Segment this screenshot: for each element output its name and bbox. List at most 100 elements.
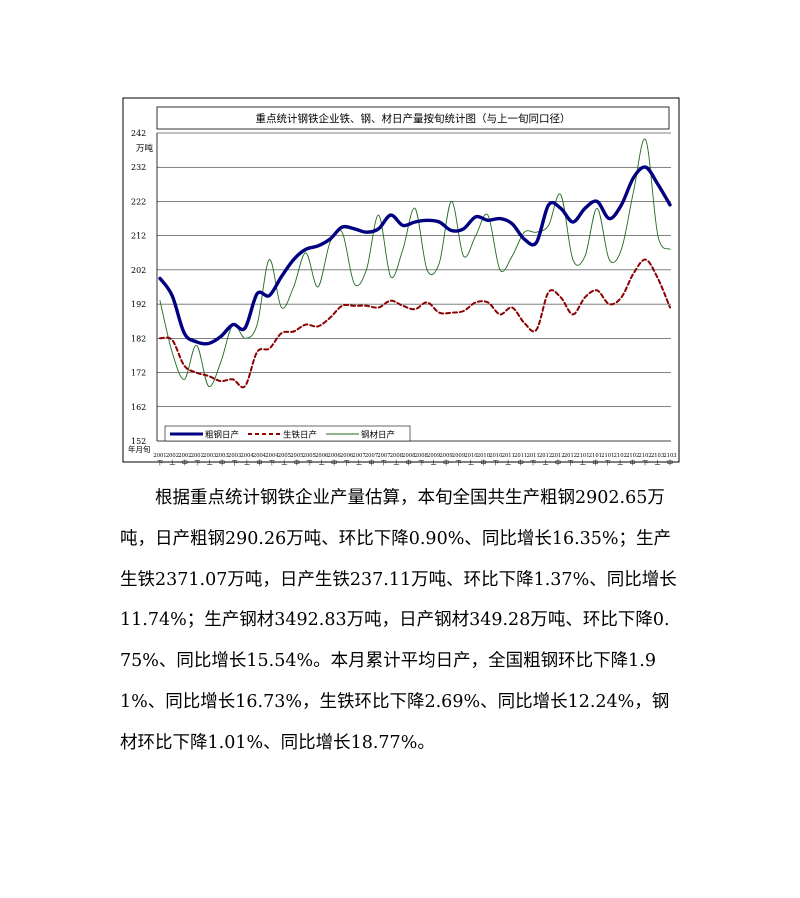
x-tick-label-year: 2009	[439, 453, 452, 459]
x-tick-label-year: 2101	[601, 453, 614, 459]
x-tick-label-year: 2012	[564, 453, 577, 459]
x-tick-label-year: 2008	[402, 453, 415, 459]
y-tick-label: 172	[131, 369, 146, 378]
y-axis-unit: 万吨	[136, 143, 154, 154]
x-tick-label-year: 2002	[191, 453, 204, 459]
x-tick-label-year: 2102	[626, 453, 639, 459]
y-tick-label: 242	[131, 129, 146, 138]
x-tick-label-period: 上	[244, 459, 250, 467]
x-tick-label-period: 下	[493, 460, 499, 467]
x-tick-label-period: 中	[331, 459, 337, 467]
x-tick-label-period: 下	[232, 460, 238, 467]
legend: 粗钢日产 生铁日产 钢材日产	[164, 425, 411, 442]
x-tick-label-period: 下	[642, 460, 648, 467]
x-tick-label-year: 2005	[303, 453, 316, 459]
x-tick-label-year: 2003	[203, 453, 216, 459]
x-axis-label: 年月旬	[128, 444, 151, 454]
x-tick-label-year: 2103	[663, 453, 676, 459]
x-tick-label-period: 上	[431, 459, 437, 467]
chart-container: 重点统计钢铁企业铁、钢、材日产量按旬统计图（与上一旬同口径） 万吨 年月旬 15…	[122, 97, 680, 467]
x-tick-label-period: 上	[169, 459, 175, 467]
x-tick-label-period: 中	[518, 459, 524, 467]
x-tick-label-period: 中	[406, 459, 412, 467]
x-tick-label-period: 中	[219, 459, 225, 467]
x-tick-label-year: 2007	[377, 453, 390, 459]
x-tick-label-year: 2004	[265, 453, 279, 459]
x-tick-label-year: 2006	[340, 453, 353, 459]
legend-box	[164, 425, 411, 442]
report-paragraph: 根据重点统计钢铁企业产量估算，本旬全国共生产粗钢2902.65万吨，日产粗钢29…	[120, 488, 677, 753]
chart-title: 重点统计钢铁企业铁、钢、材日产量按旬统计图（与上一旬同口径）	[256, 112, 571, 125]
x-tick-label-year: 2008	[390, 453, 403, 459]
x-tick-label-year: 2010	[489, 453, 502, 459]
x-tick-label-period: 下	[530, 460, 536, 467]
x-tick-label-year: 2005	[290, 453, 303, 459]
x-tick-label-year: 2011	[527, 453, 540, 459]
x-tick-label-year: 2011	[514, 453, 527, 459]
x-tick-label-period: 上	[505, 459, 511, 467]
x-tick-label-year: 2007	[365, 453, 378, 459]
x-tick-label-year: 2103	[651, 453, 664, 459]
x-tick-label-period: 中	[480, 459, 486, 467]
x-tick-label-year: 2012	[551, 453, 564, 459]
x-tick-label-year: 2009	[427, 453, 440, 459]
y-tick-label: 152	[131, 437, 146, 446]
x-tick-label-year: 2006	[328, 453, 341, 459]
y-tick-label: 192	[131, 300, 146, 309]
x-tick-label-period: 中	[294, 459, 300, 467]
x-tick-label-period: 中	[630, 459, 636, 467]
x-tick-label-period: 下	[456, 460, 462, 467]
x-tick-label-period: 下	[418, 460, 424, 467]
x-tick-label-period: 下	[269, 460, 275, 467]
title-box	[156, 106, 670, 130]
x-tick-label-year: 2003	[228, 453, 241, 459]
x-tick-label-period: 中	[667, 459, 673, 467]
x-tick-label-year: 2102	[614, 453, 627, 459]
x-tick-label-year: 2006	[315, 453, 328, 459]
line-chart: 重点统计钢铁企业铁、钢、材日产量按旬统计图（与上一旬同口径） 万吨 年月旬 15…	[122, 97, 680, 467]
series-lines	[158, 138, 672, 389]
y-tick-label: 162	[131, 403, 146, 412]
x-tick-label-period: 下	[157, 460, 163, 467]
legend-label-steel-products: 钢材日产	[361, 430, 395, 441]
series-line-pig-iron	[159, 258, 671, 389]
x-tick-label-period: 中	[555, 459, 561, 467]
x-tick-label-year: 2010	[477, 453, 490, 459]
x-tick-label-year: 2102	[639, 453, 652, 459]
y-tick-label: 222	[131, 197, 146, 206]
x-tick-label-period: 上	[281, 459, 287, 467]
x-tick-label-period: 下	[567, 460, 573, 467]
y-tick-label: 212	[131, 232, 146, 241]
x-tick-label-year: 2007	[352, 453, 365, 459]
x-tick-label-period: 上	[580, 459, 586, 467]
series-line-crude-steel	[158, 165, 672, 346]
legend-label-crude-steel: 粗钢日产	[205, 430, 239, 441]
x-tick-label-period: 中	[368, 459, 374, 467]
x-tick-label-year: 2009	[452, 453, 465, 459]
x-tick-label-year: 2001	[153, 453, 166, 459]
x-tick-label-period: 下	[194, 460, 200, 467]
x-tick-label-year: 2010	[464, 453, 477, 459]
x-tick-label-year: 2005	[278, 453, 291, 459]
x-tick-label-year: 2004	[253, 453, 267, 459]
x-tick-label-period: 上	[543, 459, 549, 467]
x-tick-label-period: 上	[319, 459, 325, 467]
x-tick-label-year: 2101	[589, 453, 602, 459]
x-tick-label-year: 2011	[502, 453, 515, 459]
y-tick-label: 232	[131, 163, 146, 172]
x-tick-label-period: 上	[356, 459, 362, 467]
x-tick-label-year: 2101	[576, 453, 589, 459]
x-tick-labels: 2001下2002上2002中2002下2003上2003中2003下2004上…	[153, 453, 676, 467]
chart-border	[122, 97, 680, 463]
x-tick-label-period: 上	[393, 459, 399, 467]
y-tick-label: 182	[131, 334, 146, 343]
x-tick-label-period: 上	[207, 459, 213, 467]
x-tick-label-period: 中	[592, 459, 598, 467]
series-line-steel-products	[159, 138, 671, 387]
x-tick-label-year: 2002	[166, 453, 179, 459]
x-tick-label-period: 下	[344, 460, 350, 467]
x-tick-label-period: 下	[605, 460, 611, 467]
x-tick-label-period: 上	[617, 459, 623, 467]
y-tick-label: 202	[131, 266, 146, 275]
x-tick-label-year: 2003	[216, 453, 229, 459]
